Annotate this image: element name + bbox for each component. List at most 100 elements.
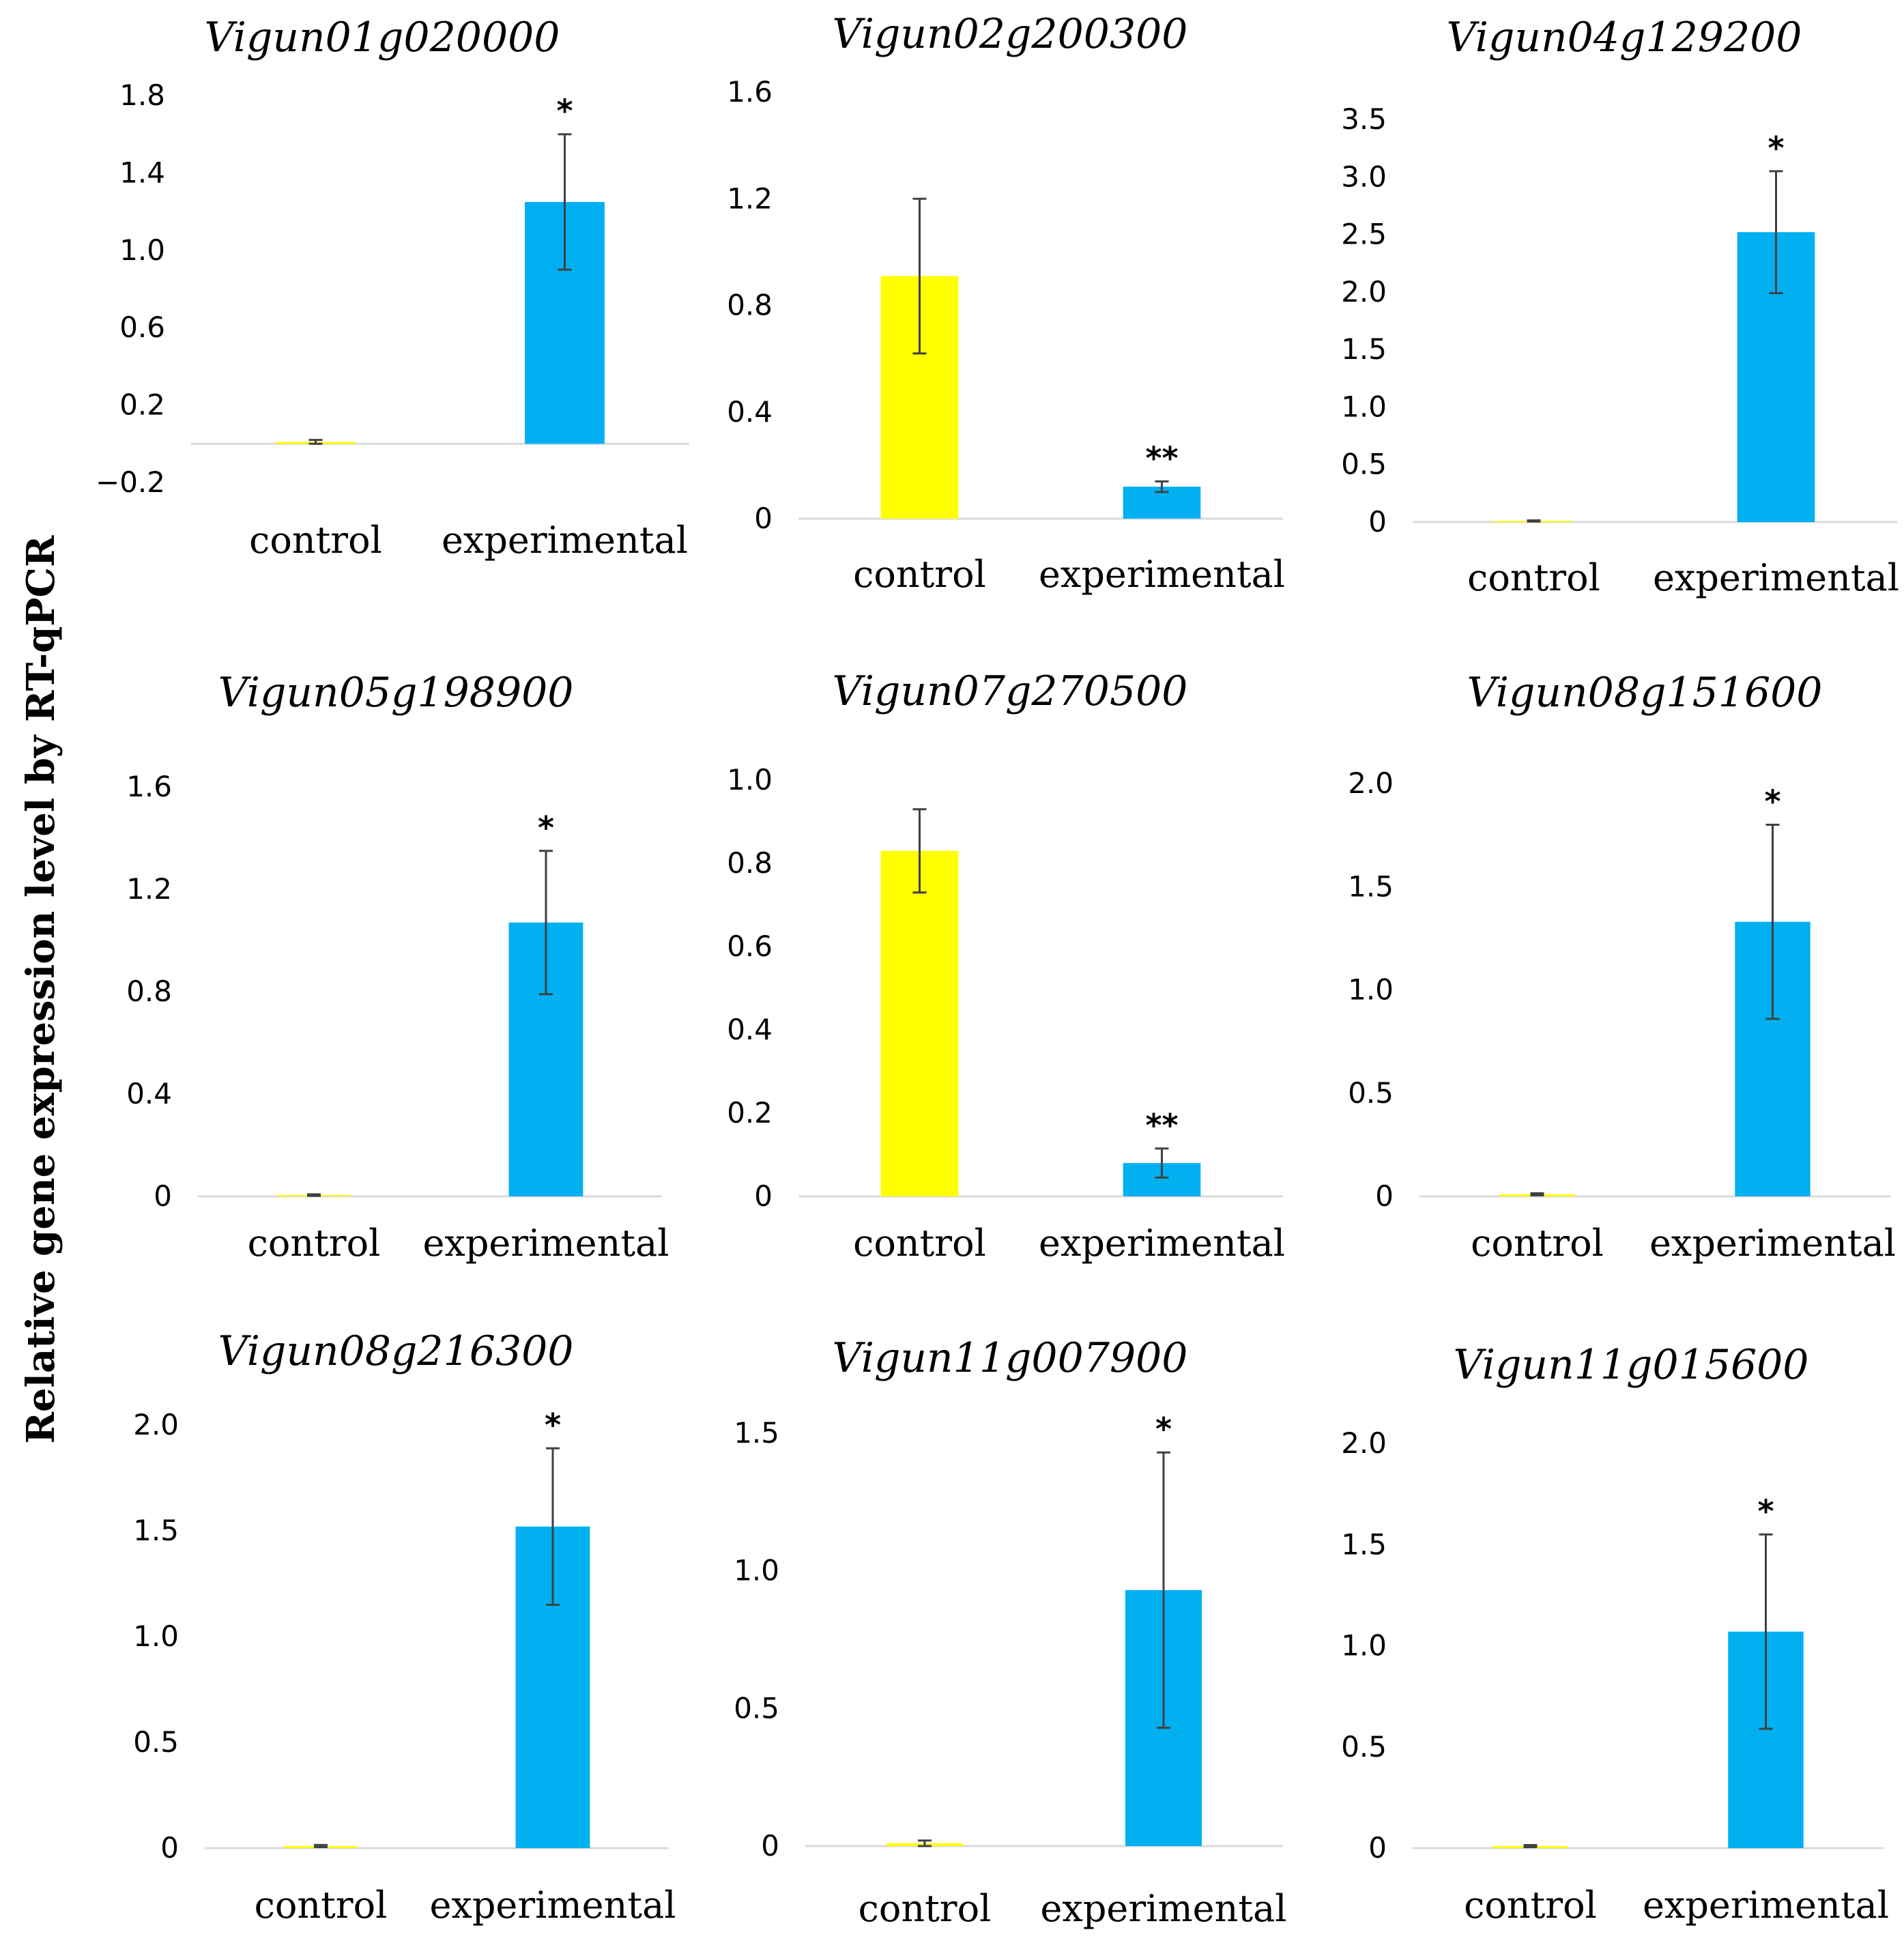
error-bar-experimental: [1769, 170, 1783, 295]
y-tick-label: 0.2: [119, 388, 165, 422]
significance-marker: **: [1145, 440, 1178, 476]
category-label-experimental: experimental: [1039, 553, 1285, 596]
y-tick-label: 3.0: [1341, 160, 1387, 193]
chart-title: Vigun02g200300: [833, 10, 1188, 58]
y-tick-label: 1.2: [727, 182, 773, 215]
chart-panel-4: Vigun05g198900 0 0.4 0.8 1.2 1.6 control * exper…: [126, 669, 669, 1265]
y-axis-label-container: Relative gene expression level by RT-qPC…: [0, 0, 82, 1958]
significance-marker: *: [1764, 783, 1780, 820]
y-tick-label: 1.0: [1341, 390, 1387, 423]
error-bar-control: [918, 1839, 932, 1847]
y-tick-label: 1.5: [1341, 1527, 1387, 1561]
error-bar-control: [912, 808, 927, 894]
category-label-experimental: experimental: [422, 1222, 669, 1265]
y-tick-label: 0: [160, 1831, 179, 1865]
chart-panel-6: Vigun08g151600 0 0.5 1.0 1.5 2.0 control * exper…: [1348, 669, 1896, 1265]
y-tick-label: 1.5: [1341, 332, 1387, 366]
y-tick-label: 2.0: [1341, 275, 1387, 308]
error-bar-control: [912, 197, 927, 355]
y-tick-label: 0.5: [1341, 1730, 1387, 1763]
chart-title: Vigun08g216300: [218, 1327, 574, 1375]
y-tick-label: 0.4: [727, 1013, 773, 1046]
y-tick-label: 1.0: [1348, 973, 1394, 1007]
chart-panel-9: Vigun11g015600 0 0.5 1.0 1.5 2.0 control * exper…: [1341, 1341, 1889, 1927]
category-label-experimental: experimental: [1040, 1887, 1286, 1930]
bar-control: [880, 850, 959, 1196]
category-label-experimental: experimental: [1649, 1222, 1896, 1265]
significance-marker: *: [1757, 1493, 1774, 1529]
error-bar-control: [314, 1843, 328, 1848]
significance-marker: *: [545, 1407, 561, 1443]
chart-title: Vigun07g270500: [833, 667, 1188, 715]
error-bar-experimental: [558, 133, 572, 271]
y-tick-label: 0.8: [126, 975, 172, 1008]
chart-panel-5: Vigun07g270500 0 0.2 0.4 0.6 0.8 1.0 control ** e…: [727, 667, 1285, 1265]
y-tick-label: 1.0: [119, 233, 165, 267]
y-tick-label: 1.6: [727, 75, 773, 109]
category-label-control: control: [1471, 1222, 1604, 1265]
y-tick-label: 0.8: [727, 289, 773, 322]
chart-title: Vigun01g020000: [205, 14, 560, 61]
error-bar-control: [308, 439, 323, 445]
y-tick-label: 1.8: [119, 78, 165, 112]
y-tick-label: 0: [1368, 505, 1387, 538]
category-label-control: control: [1467, 556, 1600, 599]
chart-panel-1: Vigun01g020000 −0.2 0.2 0.6 1.0 1.4 1.8 control…: [96, 14, 689, 562]
error-bar-experimental: [1155, 480, 1169, 493]
y-tick-label: 1.0: [133, 1619, 179, 1653]
chart-panel-8: Vigun11g007900 0 0.5 1.0 1.5 control * experime…: [734, 1334, 1286, 1930]
category-label-control: control: [1464, 1884, 1597, 1927]
y-tick-label: 0.6: [119, 311, 165, 344]
y-axis-label: Relative gene expression level by RT-qPC…: [18, 535, 63, 1444]
error-bar-control: [1527, 519, 1541, 523]
category-label-control: control: [249, 519, 382, 562]
y-tick-label: 2.0: [1348, 766, 1394, 800]
category-label-experimental: experimental: [1643, 1884, 1889, 1927]
category-label-control: control: [853, 553, 986, 596]
y-tick-label: 0: [1375, 1179, 1394, 1213]
error-bar-control: [1523, 1844, 1538, 1849]
significance-marker: *: [556, 93, 573, 130]
y-tick-label: 2.0: [133, 1408, 179, 1441]
chart-title: Vigun04g129200: [1447, 14, 1802, 61]
y-tick-label: 1.4: [119, 156, 165, 189]
category-label-experimental: experimental: [1039, 1222, 1285, 1265]
y-tick-label: 0.5: [1341, 448, 1387, 481]
y-tick-label: 0.2: [727, 1096, 773, 1129]
significance-marker: *: [1155, 1411, 1172, 1448]
y-tick-label: 0.5: [1348, 1076, 1394, 1110]
error-bar-experimental: [539, 850, 553, 996]
y-tick-label: 0.5: [734, 1691, 779, 1725]
y-tick-label: 0.5: [133, 1725, 179, 1759]
y-tick-label: 0: [754, 1179, 773, 1213]
error-bar-experimental: [1765, 824, 1780, 1020]
chart-title: Vigun11g007900: [833, 1334, 1188, 1382]
error-bar-control: [1530, 1192, 1544, 1196]
y-tick-label: 1.6: [126, 770, 172, 803]
y-tick-label: 1.5: [133, 1514, 179, 1547]
y-tick-label: 1.5: [1348, 869, 1394, 903]
category-label-experimental: experimental: [442, 519, 688, 562]
y-tick-label: 2.5: [1341, 218, 1387, 251]
error-bar-experimental: [546, 1447, 560, 1606]
y-tick-label: 1.0: [727, 763, 773, 796]
significance-marker: *: [538, 809, 554, 846]
chart-panel-3: Vigun04g129200 0 0.5 1.0 1.5 2.0 2.5 3.0 3.5 cont…: [1341, 14, 1899, 599]
y-tick-label: 0.4: [126, 1077, 172, 1110]
error-bar-control: [307, 1193, 321, 1197]
chart-panel-2: Vigun02g200300 0 0.4 0.8 1.2 1.6 control ** expe…: [727, 10, 1285, 596]
chart-title: Vigun05g198900: [218, 669, 574, 717]
y-tick-label: 1.0: [734, 1554, 779, 1587]
y-tick-label: 0: [154, 1179, 172, 1213]
y-tick-label: 0.4: [727, 395, 773, 429]
category-label-control: control: [853, 1222, 986, 1265]
category-label-control: control: [859, 1887, 992, 1930]
category-label-control: control: [248, 1222, 381, 1265]
error-bar-experimental: [1157, 1451, 1170, 1729]
significance-marker: *: [1768, 130, 1784, 167]
significance-marker: **: [1145, 1107, 1178, 1144]
y-tick-label: 0.6: [727, 930, 773, 963]
chart-title: Vigun08g151600: [1467, 669, 1823, 717]
y-tick-label: 1.2: [126, 872, 172, 906]
y-tick-label: 0.8: [727, 846, 773, 880]
